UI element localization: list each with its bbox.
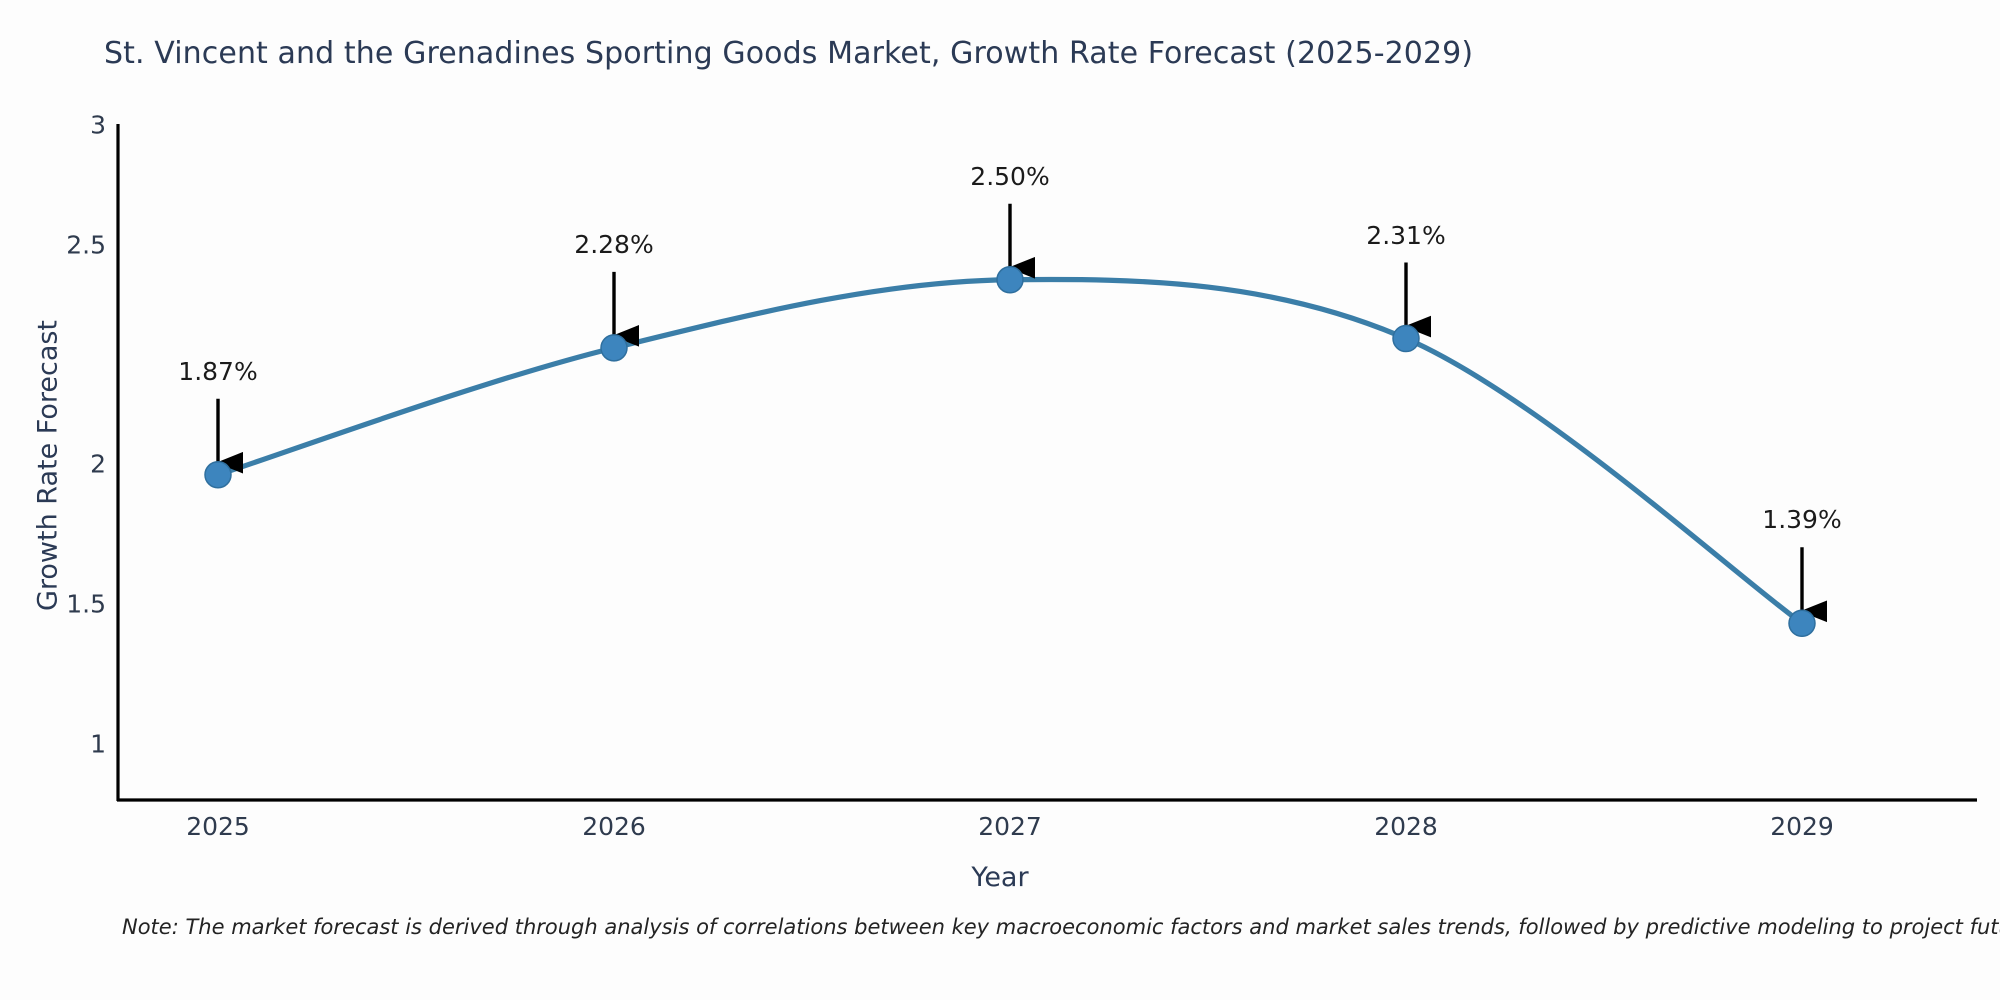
data-point-label: 1.39% xyxy=(1762,505,1842,535)
y-tick-label: 2.5 xyxy=(66,230,106,260)
data-point-marker xyxy=(204,460,232,489)
data-point-label: 2.28% xyxy=(574,229,654,259)
y-tick-label: 1.5 xyxy=(66,589,106,619)
data-point-marker xyxy=(600,334,628,362)
chart-title: St. Vincent and the Grenadines Sporting … xyxy=(104,36,1474,71)
x-tick-label: 2027 xyxy=(978,812,1042,841)
data-series-line xyxy=(215,276,1805,626)
x-tick-label: 2028 xyxy=(1374,812,1438,841)
y-axis-ticks: 3 2.5 2 1.5 1 xyxy=(28,0,106,1000)
data-point-markers xyxy=(204,266,1816,638)
data-point-marker xyxy=(1392,324,1420,353)
data-point-label: 2.50% xyxy=(970,161,1050,191)
x-tick-label: 2026 xyxy=(582,812,646,841)
data-point-marker xyxy=(1788,609,1816,638)
annotation-arrows xyxy=(215,203,1828,623)
x-tick-label: 2029 xyxy=(1770,812,1834,841)
x-tick-label: 2025 xyxy=(186,812,250,841)
data-point-label: 2.31% xyxy=(1366,220,1446,250)
data-point-marker xyxy=(996,266,1024,294)
x-axis-label: Year xyxy=(971,862,1029,893)
y-tick-label: 1 xyxy=(90,729,106,759)
y-tick-label: 2 xyxy=(90,449,106,479)
data-point-label: 1.87% xyxy=(178,356,258,386)
chart-footnote: Note: The market forecast is derived thr… xyxy=(122,915,2000,939)
y-tick-label: 3 xyxy=(90,110,106,140)
